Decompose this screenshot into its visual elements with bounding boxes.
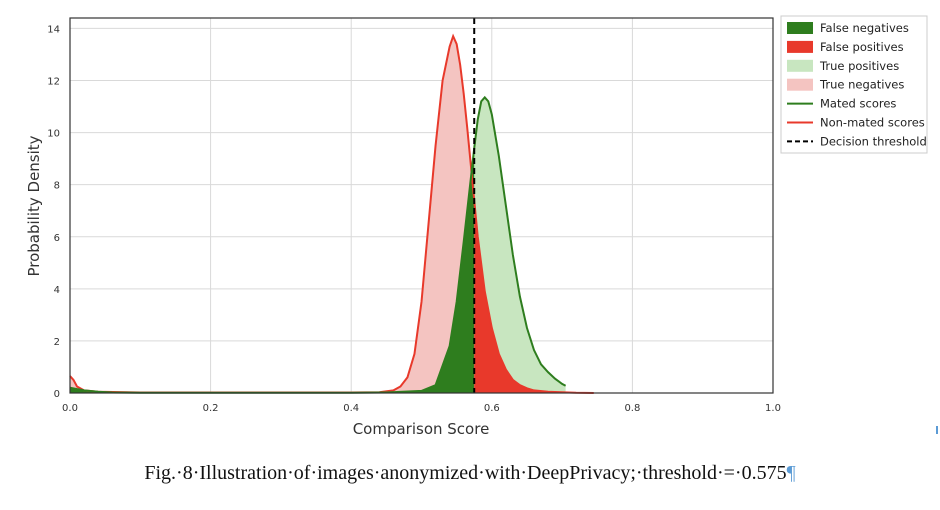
grid [69,18,774,394]
y-tick-label: 4 [54,285,60,296]
text-cursor-mark [936,426,938,434]
y-tick-label: 12 [47,77,60,88]
legend-swatch [787,59,813,72]
y-tick-label: 14 [47,24,60,35]
figure-caption: Fig.·8·Illustration·of·images·anonymized… [0,462,940,485]
legend-swatch [787,40,813,53]
x-tick-label: 0.4 [343,403,359,414]
x-tick-label: 0.0 [62,403,78,414]
y-tick-label: 0 [54,389,60,400]
legend-swatch [787,22,813,34]
y-tick-label: 8 [54,181,60,192]
legend-label: Non-mated scores [820,116,925,130]
legend-label: Mated scores [820,97,896,111]
pilcrow-mark: ¶ [786,462,796,484]
legend-label: Decision threshold [820,134,927,148]
density-fills [70,36,594,394]
false-positives-area [474,200,594,393]
legend-label: True positives [819,59,899,73]
true-negatives-area [70,36,475,393]
plot-frame [69,17,774,394]
legend: False negatives False positives True posit… [780,15,928,154]
x-tick-label: 0.6 [484,403,500,414]
legend-label: False negatives [820,21,909,35]
tick-labels: 0.0 0.2 0.4 0.6 0.8 1.0 0 2 4 6 8 10 12 14 [47,24,781,414]
y-tick-label: 6 [54,233,60,244]
legend-label: True negatives [819,78,904,92]
y-tick-label: 2 [54,337,60,348]
y-axis-label: Probability Density [25,135,43,276]
true-positives-area [474,97,566,394]
x-tick-label: 0.8 [624,403,640,414]
caption-text: Fig.·8·Illustration·of·images·anonymized… [144,462,787,484]
legend-swatch [787,78,813,91]
y-tick-label: 10 [47,129,60,140]
legend-label: False positives [820,40,904,54]
x-tick-label: 0.2 [203,403,219,414]
x-axis-label: Comparison Score [353,420,490,438]
x-tick-label: 1.0 [765,403,781,414]
